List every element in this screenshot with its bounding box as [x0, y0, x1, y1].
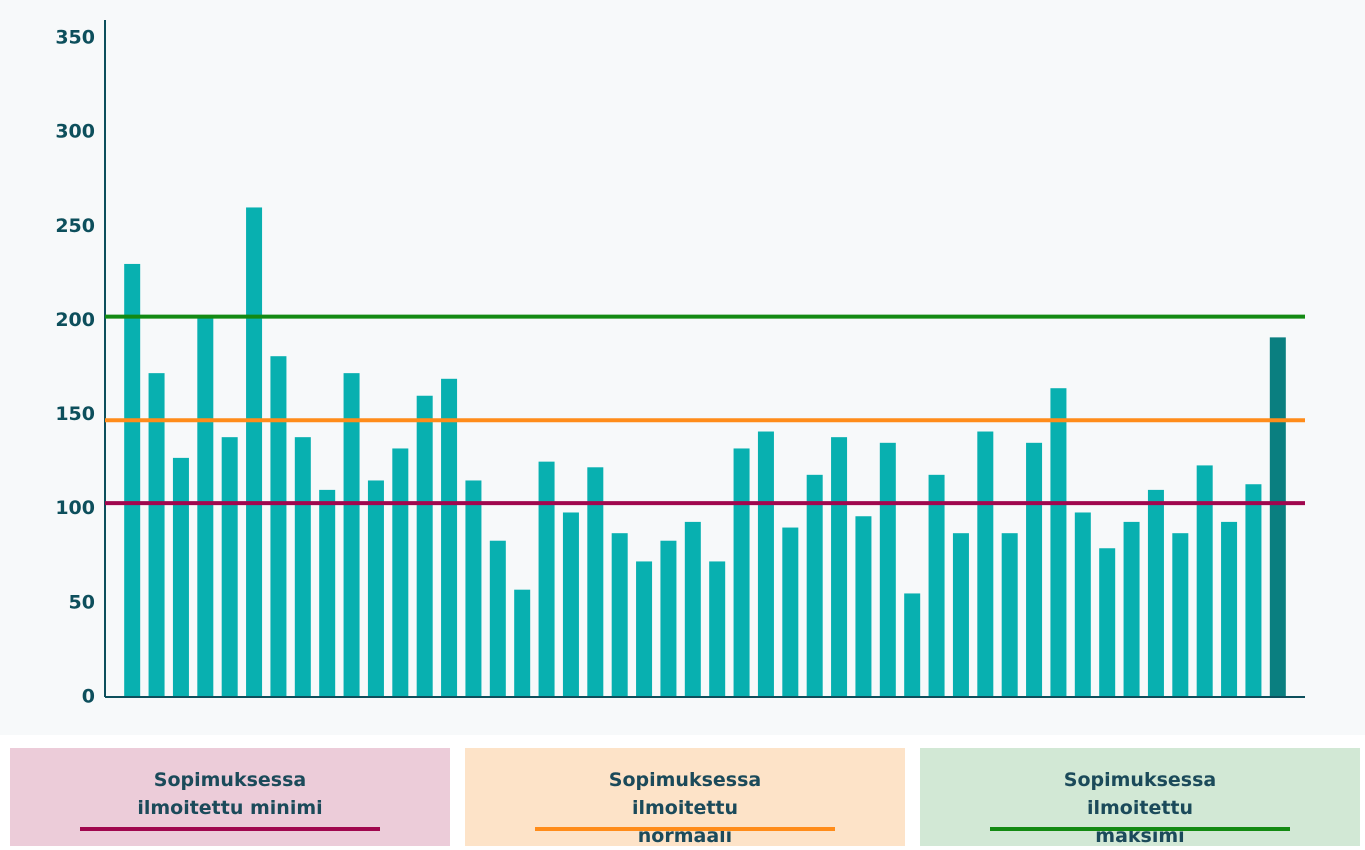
bar: [831, 437, 848, 697]
bar: [1147, 489, 1164, 697]
bar: [221, 437, 238, 697]
legend-item: Sopimuksessa ilmoitettu maksimi: [920, 748, 1360, 847]
bar: [124, 263, 141, 697]
bar: [709, 561, 726, 697]
bar: [1123, 521, 1140, 697]
y-tick-label: 100: [55, 497, 95, 519]
bar: [904, 593, 921, 697]
bar: [562, 512, 579, 697]
legend-swatch: [80, 827, 380, 831]
bar: [538, 461, 555, 697]
bar: [367, 480, 384, 697]
bar: [1221, 521, 1238, 697]
bar: [1245, 484, 1262, 697]
bar: [1269, 337, 1286, 697]
legend-item: Sopimuksessa ilmoitettu normaali: [465, 748, 905, 847]
bar: [392, 448, 409, 697]
bar: [514, 589, 531, 697]
bar: [197, 316, 214, 697]
bar: [294, 437, 311, 697]
bar: [343, 373, 360, 697]
bar: [1050, 388, 1067, 697]
bar: [733, 448, 750, 697]
bar: [636, 561, 653, 697]
y-tick-label: 350: [55, 27, 95, 49]
bar: [952, 533, 969, 697]
legend-label: Sopimuksessa ilmoitettu normaali: [608, 769, 762, 847]
bar: [319, 489, 336, 697]
bar: [806, 474, 823, 697]
bar: [684, 521, 701, 697]
bar: [660, 540, 677, 697]
y-tick-label: 300: [55, 121, 95, 143]
bar: [148, 373, 165, 697]
legend-label: Sopimuksessa ilmoitettu maksimi: [1063, 769, 1217, 847]
y-tick-label: 50: [69, 591, 95, 613]
bar: [1172, 533, 1189, 697]
bar: [489, 540, 506, 697]
bar: [879, 442, 896, 697]
bar: [782, 527, 799, 697]
bar: [172, 457, 189, 697]
y-tick-label: 0: [82, 686, 95, 708]
bar: [611, 533, 628, 697]
bar: [587, 467, 604, 697]
bar: [1001, 533, 1018, 697]
y-tick-label: 250: [55, 215, 95, 237]
legend-swatch: [535, 827, 835, 831]
bar: [1026, 442, 1043, 697]
bar: [270, 356, 287, 697]
bar: [855, 516, 872, 697]
bar: [757, 431, 774, 697]
bar: [928, 474, 945, 697]
bar: [465, 480, 482, 697]
bar: [1196, 465, 1213, 697]
bar: [416, 395, 433, 697]
bar: [441, 378, 458, 697]
chart: 0 50 100 150 200 250 300 350: [55, 20, 1305, 708]
y-tick-label: 200: [55, 309, 95, 331]
bar: [977, 431, 994, 697]
legend-swatch: [990, 827, 1290, 831]
y-tick-label: 150: [55, 403, 95, 425]
legend-label: Sopimuksessa ilmoitettu minimi: [137, 769, 323, 819]
legend-item: Sopimuksessa ilmoitettu minimi: [10, 748, 450, 846]
bar: [1074, 512, 1091, 697]
bar: [1099, 548, 1116, 697]
bar: [246, 207, 263, 697]
